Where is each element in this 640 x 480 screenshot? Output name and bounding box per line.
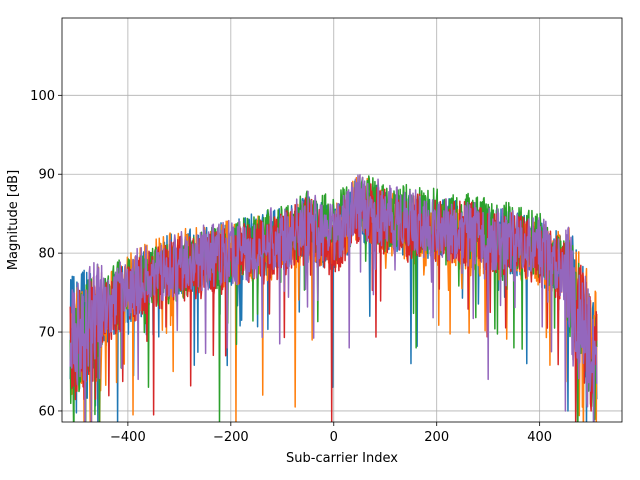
- y-tick-label: 60: [38, 404, 55, 419]
- x-tick-label: 200: [424, 430, 449, 445]
- x-tick-label: 0: [330, 430, 338, 445]
- y-tick-label: 90: [38, 168, 55, 183]
- y-tick-label: 100: [30, 89, 55, 104]
- x-axis-label: Sub-carrier Index: [286, 451, 398, 466]
- x-tick-label: 400: [527, 430, 552, 445]
- series-line-5: [69, 174, 598, 422]
- plot-frame: [61, 17, 623, 423]
- x-tick-label: −400: [110, 430, 146, 445]
- axis-ticks: −400 −200 0 200 400 60 70 80 90 100: [30, 89, 552, 445]
- y-axis-label: Magnitude [dB]: [6, 170, 21, 270]
- y-tick-label: 70: [38, 326, 55, 341]
- x-tick-label: −200: [213, 430, 249, 445]
- series-group: [69, 174, 598, 422]
- y-tick-label: 80: [38, 247, 55, 262]
